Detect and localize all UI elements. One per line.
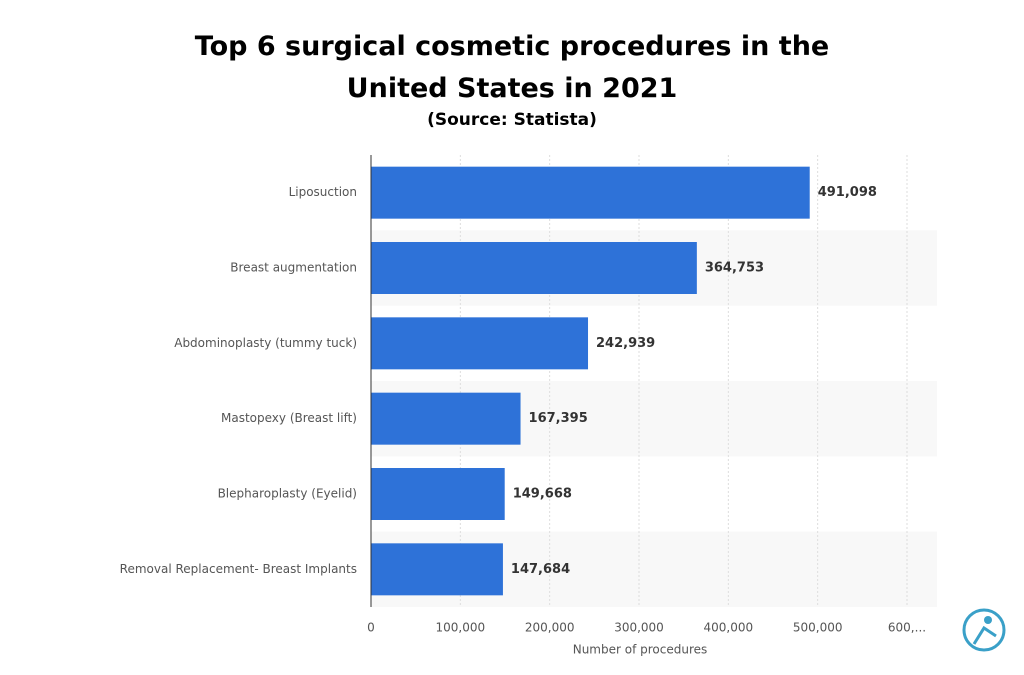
value-label: 242,939 (596, 336, 655, 351)
bar (371, 242, 697, 294)
x-tick-label: 500,000 (793, 621, 843, 635)
y-tick-label: Breast augmentation (230, 261, 357, 275)
x-axis-label: Number of procedures (573, 643, 708, 657)
x-tick-label: 0 (367, 621, 375, 635)
x-tick-label: 200,000 (525, 621, 575, 635)
y-tick-label: Abdominoplasty (tummy tuck) (174, 336, 357, 350)
logo (962, 608, 1006, 652)
x-tick-label: 100,000 (436, 621, 486, 635)
y-tick-label: Mastopexy (Breast lift) (221, 411, 357, 425)
y-tick-label: Liposuction (289, 185, 357, 199)
bar (371, 543, 503, 596)
x-tick-label: 600,... (888, 621, 926, 635)
bar (371, 317, 589, 370)
bar (371, 392, 521, 445)
value-label: 167,395 (529, 411, 588, 426)
chart-subtitle: (Source: Statista) (427, 110, 597, 130)
x-tick-label: 400,000 (704, 621, 754, 635)
value-label: 364,753 (705, 261, 764, 276)
x-tick-label: 300,000 (614, 621, 664, 635)
value-label: 147,684 (511, 562, 570, 577)
y-tick-label: Removal Replacement- Breast Implants (120, 562, 357, 576)
value-label: 491,098 (818, 185, 877, 200)
y-tick-label: Blepharoplasty (Eyelid) (218, 487, 357, 501)
bar (371, 166, 810, 219)
value-label: 149,668 (513, 487, 572, 502)
chart-title: Top 6 surgical cosmetic procedures in th… (194, 31, 830, 104)
bar (371, 468, 505, 520)
